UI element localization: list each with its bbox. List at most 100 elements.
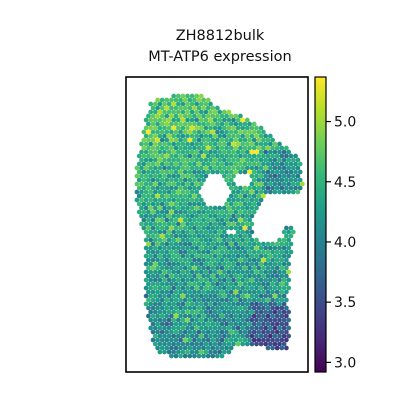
spot <box>219 265 225 271</box>
spot <box>226 277 232 283</box>
spot <box>201 145 206 151</box>
spot <box>134 197 140 203</box>
spot <box>228 145 234 151</box>
spot <box>261 321 266 327</box>
spot <box>242 153 248 159</box>
spot <box>231 157 236 163</box>
spot <box>215 353 220 359</box>
spot <box>235 221 241 227</box>
spot <box>251 201 257 207</box>
spot <box>180 149 186 155</box>
spot <box>166 269 172 275</box>
spot <box>173 337 179 343</box>
spot <box>198 317 204 323</box>
spot <box>221 149 227 155</box>
spot <box>258 149 264 155</box>
spot <box>201 241 206 247</box>
spot <box>265 153 271 159</box>
spot <box>178 201 183 207</box>
spot <box>240 245 246 251</box>
spot <box>212 341 218 347</box>
spot <box>152 109 158 115</box>
spot <box>159 345 165 351</box>
spot <box>286 261 292 267</box>
spot <box>180 325 186 331</box>
spot <box>288 169 294 175</box>
spot <box>265 337 271 343</box>
spot <box>251 193 257 199</box>
spot <box>217 213 223 219</box>
spot <box>180 277 186 283</box>
spot <box>249 341 255 347</box>
spot <box>284 297 289 303</box>
spot <box>141 193 147 199</box>
spot <box>249 165 255 171</box>
spot <box>238 169 243 175</box>
spot <box>265 161 271 167</box>
spot <box>159 105 165 111</box>
spot <box>201 265 206 271</box>
spot <box>235 229 241 235</box>
spot <box>219 257 225 263</box>
spot <box>217 149 223 155</box>
spot <box>272 181 278 187</box>
spot <box>295 157 301 163</box>
spot <box>240 141 246 147</box>
spot <box>249 301 255 307</box>
spot <box>288 241 294 247</box>
spot <box>274 185 280 191</box>
spot <box>150 169 156 175</box>
spot <box>189 93 195 99</box>
spot <box>162 157 167 163</box>
spot <box>150 257 156 263</box>
spot <box>146 121 151 127</box>
spot <box>205 241 211 247</box>
spot <box>210 113 216 119</box>
spot <box>279 177 285 183</box>
spot <box>240 285 246 291</box>
spot <box>219 329 225 335</box>
spot <box>270 321 275 327</box>
spot <box>231 325 236 331</box>
spot <box>215 153 220 159</box>
spot <box>231 205 236 211</box>
spot <box>148 269 154 275</box>
spot <box>293 169 298 175</box>
spot <box>152 149 158 155</box>
spot <box>242 193 248 199</box>
spot <box>267 141 273 147</box>
spot <box>281 181 287 187</box>
spot <box>244 133 250 139</box>
spot <box>201 337 206 343</box>
spot <box>210 337 216 343</box>
spot <box>196 249 202 255</box>
spot <box>198 301 204 307</box>
spot <box>169 297 174 303</box>
spot <box>159 289 165 295</box>
spot <box>208 253 213 259</box>
spot <box>201 153 206 159</box>
spot <box>219 161 225 167</box>
spot <box>240 205 246 211</box>
spot <box>215 217 220 223</box>
spot <box>152 277 158 283</box>
spot <box>254 189 259 195</box>
spot <box>235 125 241 131</box>
spot <box>185 325 190 331</box>
spot <box>189 237 195 243</box>
spot <box>238 225 243 231</box>
spot <box>235 149 241 155</box>
spot <box>251 169 257 175</box>
spot <box>192 193 197 199</box>
spot <box>261 193 266 199</box>
spot <box>238 201 243 207</box>
spot <box>159 217 165 223</box>
spot <box>263 149 269 155</box>
spot <box>136 185 142 191</box>
spot <box>208 285 213 291</box>
spot <box>240 165 246 171</box>
spot <box>192 329 197 335</box>
spot <box>210 241 216 247</box>
spot <box>143 197 149 203</box>
spot <box>198 93 204 99</box>
